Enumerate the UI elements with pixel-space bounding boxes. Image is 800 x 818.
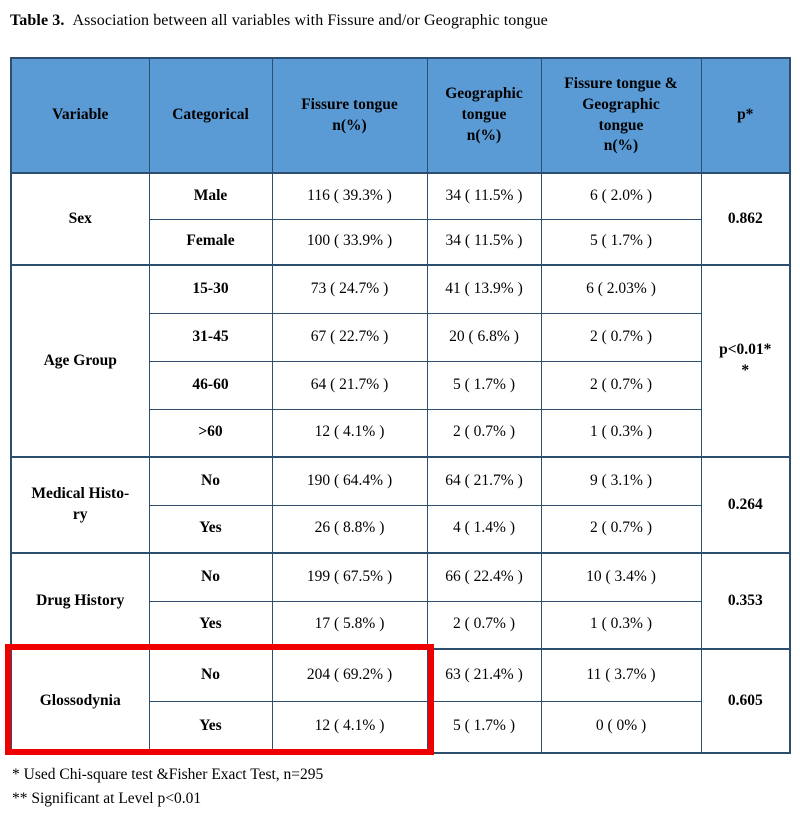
table-caption-label: Table 3. [10,12,65,29]
data-cell-fissure: 17 ( 5.8% ) [271,600,428,650]
data-cell-fissure: 12 ( 4.1% ) [271,408,428,458]
table-row-medical-yes: Yes 26 ( 8.8% ) 4 ( 1.4% ) 2 ( 0.7% ) [11,504,790,554]
table-row-age-31-45: 31-45 67 ( 22.7% ) 20 ( 6.8% ) 2 ( 0.7% … [11,312,790,362]
data-cell-both: 11 ( 3.7% ) [540,648,702,702]
data-cell-fissure: 12 ( 4.1% ) [271,700,428,754]
category-cell: Yes [148,600,273,650]
data-cell-geographic: 5 ( 1.7% ) [426,700,542,754]
data-cell-fissure: 199 ( 67.5% ) [271,552,428,602]
table-row-age-over-60: >60 12 ( 4.1% ) 2 ( 0.7% ) 1 ( 0.3% ) [11,408,790,458]
table-row-glossodynia-yes: Yes 12 ( 4.1% ) 5 ( 1.7% ) 0 ( 0% ) [11,700,790,754]
data-cell-both: 6 ( 2.0% ) [540,172,702,220]
data-cell-fissure: 73 ( 24.7% ) [271,264,428,314]
data-cell-geographic: 2 ( 0.7% ) [426,408,542,458]
data-cell-both: 9 ( 3.1% ) [540,456,702,506]
category-cell: Male [148,172,273,220]
table-row-age-15-30: Age Group 15-30 73 ( 24.7% ) 41 ( 13.9% … [10,264,791,458]
header-cell-categorical: Categorical [148,57,273,174]
table-footnotes: * Used Chi-square test &Fisher Exact Tes… [12,763,323,811]
table-caption-text: Association between all variables with F… [72,12,548,29]
category-cell: No [148,456,273,506]
table-row-glossodynia-no: Glossodynia No 204 ( 69.2% ) 63 ( 21.4% … [10,648,791,754]
category-cell: 46-60 [148,360,273,410]
p-value-cell-glossodynia: 0.605 [700,648,791,754]
header-cell-variable: Variable [10,57,150,174]
data-cell-fissure: 190 ( 64.4% ) [271,456,428,506]
data-cell-both: 0 ( 0% ) [540,700,702,754]
data-cell-fissure: 67 ( 22.7% ) [271,312,428,362]
header-row: Variable Categorical Fissure tongue n(%)… [10,57,791,174]
data-cell-geographic: 20 ( 6.8% ) [426,312,542,362]
p-value-cell-age-group: p<0.01* * [700,264,791,458]
table-row-medical-no: Medical Histo- ry No 190 ( 64.4% ) 64 ( … [10,456,791,554]
data-cell-fissure: 204 ( 69.2% ) [271,648,428,702]
category-cell: >60 [148,408,273,458]
data-cell-both: 10 ( 3.4% ) [540,552,702,602]
p-value-cell-sex: 0.862 [700,172,791,266]
header-cell-fissure: Fissure tongue n(%) [271,57,428,174]
footnote-chi-square: * Used Chi-square test &Fisher Exact Tes… [12,766,324,783]
data-cell-both: 2 ( 0.7% ) [540,312,702,362]
variable-cell-glossodynia: Glossodynia [10,648,150,754]
data-cell-geographic: 2 ( 0.7% ) [426,600,542,650]
data-cell-fissure: 64 ( 21.7% ) [271,360,428,410]
category-cell: Female [148,218,273,266]
header-cell-both: Fissure tongue & Geographic tongue n(%) [540,57,702,174]
data-cell-geographic: 4 ( 1.4% ) [426,504,542,554]
variable-cell-age-group: Age Group [10,264,150,458]
table-row-sex-male: Sex Male 116 ( 39.3% ) 34 ( 11.5% ) 6 ( … [10,172,791,266]
variable-cell-drug-history: Drug History [10,552,150,650]
data-cell-geographic: 5 ( 1.7% ) [426,360,542,410]
data-cell-both: 5 ( 1.7% ) [540,218,702,266]
data-cell-fissure: 116 ( 39.3% ) [271,172,428,220]
data-cell-both: 6 ( 2.03% ) [540,264,702,314]
data-cell-fissure: 100 ( 33.9% ) [271,218,428,266]
table-row-drug-yes: Yes 17 ( 5.8% ) 2 ( 0.7% ) 1 ( 0.3% ) [11,600,790,650]
association-table: Variable Categorical Fissure tongue n(%)… [10,57,791,754]
data-cell-both: 1 ( 0.3% ) [540,600,702,650]
category-cell: Yes [148,504,273,554]
category-cell: 15-30 [148,264,273,314]
footnote-significance: ** Significant at Level p<0.01 [12,790,202,807]
data-cell-geographic: 34 ( 11.5% ) [426,172,542,220]
table-caption: Table 3. Association between all variable… [10,12,548,30]
header-cell-p: p* [700,57,791,174]
data-cell-both: 1 ( 0.3% ) [540,408,702,458]
category-cell: No [148,648,273,702]
variable-cell-medical-history: Medical Histo- ry [10,456,150,554]
data-cell-geographic: 41 ( 13.9% ) [426,264,542,314]
table-row-drug-no: Drug History No 199 ( 67.5% ) 66 ( 22.4%… [10,552,791,650]
category-cell: No [148,552,273,602]
header-cell-geographic: Geographic tongue n(%) [426,57,542,174]
table-row-sex-female: Female 100 ( 33.9% ) 34 ( 11.5% ) 5 ( 1.… [11,218,790,266]
data-cell-geographic: 66 ( 22.4% ) [426,552,542,602]
p-value-cell-drug-history: 0.353 [700,552,791,650]
category-cell: 31-45 [148,312,273,362]
data-cell-both: 2 ( 0.7% ) [540,504,702,554]
data-cell-geographic: 64 ( 21.7% ) [426,456,542,506]
data-cell-geographic: 63 ( 21.4% ) [426,648,542,702]
variable-cell-sex: Sex [10,172,150,266]
data-cell-fissure: 26 ( 8.8% ) [271,504,428,554]
data-cell-geographic: 34 ( 11.5% ) [426,218,542,266]
category-cell: Yes [148,700,273,754]
data-cell-both: 2 ( 0.7% ) [540,360,702,410]
p-value-cell-medical-history: 0.264 [700,456,791,554]
